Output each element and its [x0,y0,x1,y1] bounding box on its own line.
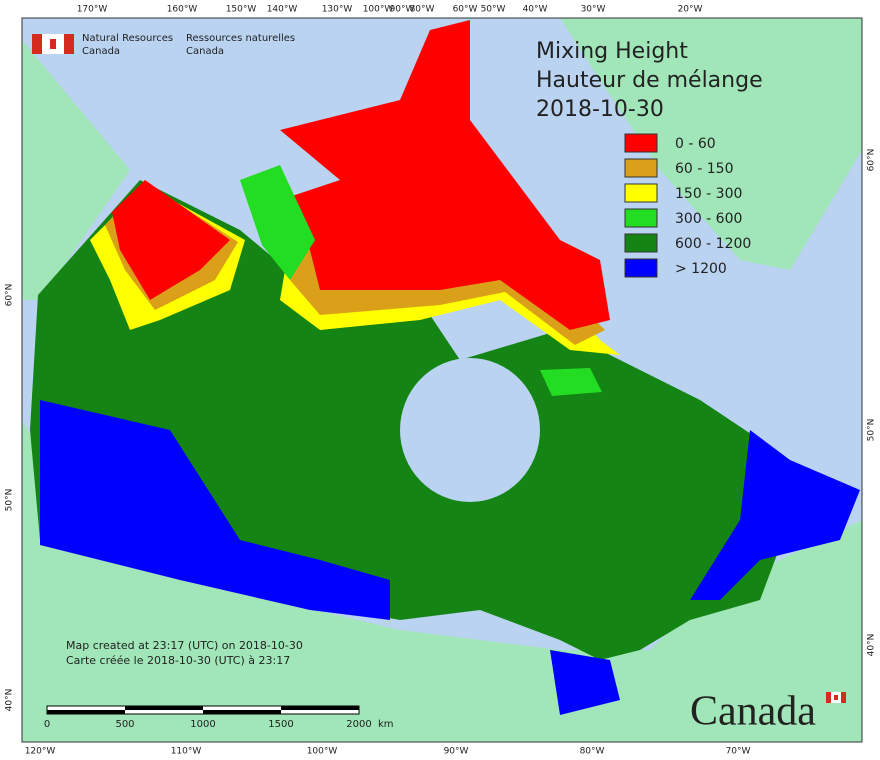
wordmark-flag [834,695,838,700]
legend-swatch [624,208,658,228]
lon-label: 60°W [453,5,478,15]
region [112,180,230,300]
region [540,368,602,396]
graticule-labels: 170°W 160°W 150°W 140°W 130°W 100°W 90°W… [5,5,877,757]
flag-bar [64,34,74,54]
frame [21,17,863,743]
flag-leaf [50,39,56,49]
region [550,650,620,715]
lon-label: 140°W [267,5,298,15]
lon-label: 160°W [167,5,198,15]
lon-label: 100°W [363,5,394,15]
legend-label: 60 - 150 [675,161,734,177]
lon-label: 90°W [444,747,469,757]
legend-label: 150 - 300 [675,186,742,202]
flag-bar [32,34,42,54]
lon-label: 100°W [307,747,338,757]
lon-label: 50°W [481,5,506,15]
map [22,18,862,742]
legend-swatch [624,233,658,253]
legend-swatch [624,183,658,203]
lat-label: 50°N [5,489,15,512]
lon-label: 130°W [322,5,353,15]
lon-label: 20°W [678,5,703,15]
title: Hauteur de mélange [536,68,763,93]
scale-bar: 0 500 1000 1500 2000 km [44,705,394,730]
region [240,165,315,280]
lat-label: 40°N [5,689,15,712]
lon-label: 80°W [410,5,435,15]
lon-label: 90°W [390,5,415,15]
lon-label: 80°W [580,747,605,757]
scale-unit: km [378,719,394,730]
scale-label: 0 [44,719,50,730]
title: 2018-10-30 [536,97,664,122]
scale-label: 1000 [190,719,215,730]
scale-label: 500 [115,719,134,730]
legend-label: 300 - 600 [675,211,742,227]
usa [22,420,862,742]
lon-label: 30°W [581,5,606,15]
legend-label: > 1200 [675,261,727,277]
scale-segment [281,706,359,710]
alaska [22,40,130,300]
lon-label: 110°W [171,747,202,757]
region [280,20,610,330]
title: Mixing Height [536,39,688,64]
lon-label: 40°W [523,5,548,15]
agency: Natural Resources [82,33,173,44]
agency: Canada [82,46,120,57]
legend-label: 0 - 60 [675,136,716,152]
hudson-bay [400,358,540,502]
wordmark: Canada [690,689,816,735]
nrcan-logo: Natural Resources Canada Ressources natu… [32,33,295,57]
agency: Canada [186,46,224,57]
scale-segment [125,706,203,710]
legend-swatch [624,258,658,278]
greenland [560,18,862,270]
lon-label: 150°W [226,5,257,15]
region [40,400,390,620]
region [690,430,860,600]
scale-segment [203,710,281,714]
scale-label: 1500 [268,719,293,730]
scale-label: 2000 [346,719,371,730]
scale-segment [47,710,125,714]
lat-label: 50°N [867,419,877,442]
note: Carte créée le 2018-10-30 (UTC) à 23:17 [66,654,290,667]
note: Map created at 23:17 (UTC) on 2018-10-30 [66,639,303,652]
legend-label: 600 - 1200 [675,236,751,252]
lon-label: 120°W [25,747,56,757]
lat-label: 60°N [5,284,15,307]
legend-swatch [624,158,658,178]
agency: Ressources naturelles [186,33,295,44]
lat-label: 60°N [867,149,877,172]
lat-label: 40°N [867,634,877,657]
lon-label: 70°W [726,747,751,757]
legend: 0 - 60 60 - 150 150 - 300 300 - 600 600 - 12… [624,133,751,278]
lon-label: 170°W [77,5,108,15]
legend-swatch [624,133,658,153]
